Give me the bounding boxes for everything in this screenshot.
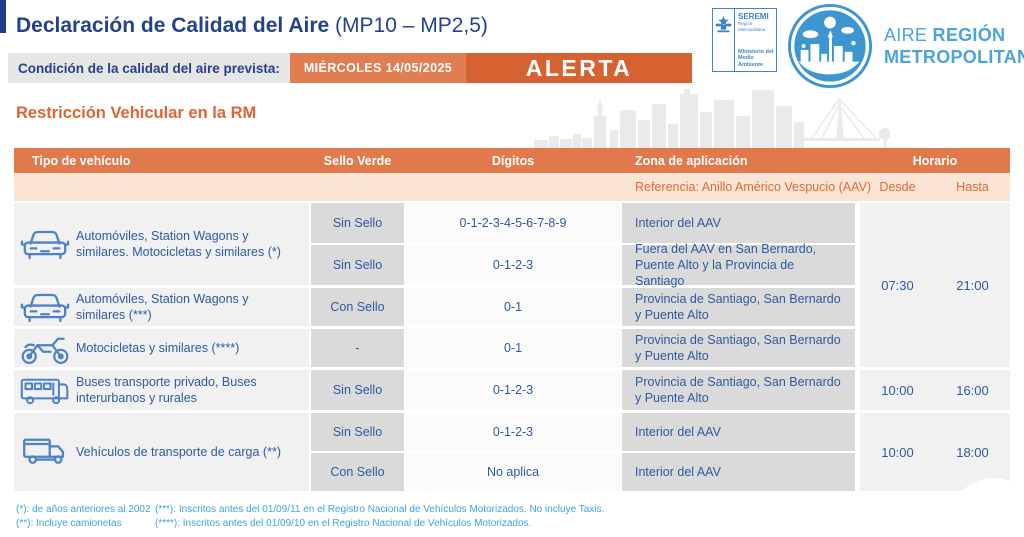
corner-accent-bar	[0, 0, 6, 33]
zona-cell: Provincia de Santiago, San Bernardo y Pu…	[622, 370, 855, 410]
page-title-main: Declaración de Calidad del Aire	[16, 14, 330, 37]
vehicle-type-label: Vehículos de transporte de carga (**)	[76, 445, 281, 459]
digitos-cell: 0-1	[406, 288, 620, 326]
header-hasta: Hasta	[956, 180, 989, 194]
header-horario: Horario	[912, 153, 958, 168]
condition-label: Condición de la calidad del aire previst…	[8, 53, 290, 83]
sello-cell: Con Sello	[311, 453, 404, 491]
seremi-subtitle: Región Metropolitana	[738, 21, 766, 32]
alert-status-badge: ALERTA	[466, 53, 692, 83]
horario-desde: 10:00	[881, 444, 914, 460]
header-tipo: Tipo de vehículo	[32, 153, 131, 168]
truck-icon	[14, 435, 76, 469]
footnote: (***): Inscritos antes del 01/09/11 en e…	[155, 504, 605, 515]
seremi-ministry: Ministerio del Medio Ambiente	[738, 48, 774, 68]
vehicle-type-cell: Vehículos de transporte de carga (**)	[14, 413, 309, 491]
vehicle-type-cell: Buses transporte privado, Buses interurb…	[14, 370, 309, 410]
seremi-name: SEREMI	[738, 12, 769, 21]
motorcycle-icon	[14, 331, 76, 365]
digitos-cell: No aplica	[406, 453, 620, 491]
reference-zone-note: Referencia: Anillo Américo Vespucio (AAV…	[635, 180, 871, 194]
digitos-cell: 0-1	[406, 329, 620, 367]
horario-desde: 10:00	[881, 382, 914, 398]
section-title: Restricción Vehicular en la RM	[16, 104, 257, 122]
horario-cell: 07:30 21:00	[860, 203, 1010, 367]
zona-cell: Interior del AAV	[622, 413, 855, 451]
digitos-cell: 0-1-2-3-4-5-6-7-8-9	[406, 203, 620, 243]
page-title: Declaración de Calidad del Aire (MP10 – …	[16, 14, 488, 38]
vehicle-type-label: Buses transporte privado, Buses interurb…	[76, 375, 257, 405]
horario-hasta: 18:00	[956, 444, 989, 460]
seremi-logo: SEREMI Región Metropolitana Ministerio d…	[712, 8, 777, 72]
horario-hasta: 21:00	[956, 277, 989, 293]
footnote: (**): Incluye camionetas	[16, 518, 122, 529]
horario-cell: 10:00 16:00	[860, 370, 1010, 410]
header-zona: Zona de aplicación	[635, 153, 748, 168]
vehicle-type-cell: Automóviles, Station Wagons y similares …	[14, 288, 309, 326]
seremi-logo-text: SEREMI Región Metropolitana Ministerio d…	[735, 9, 776, 71]
vehicle-type-label: Automóviles, Station Wagons y similares.…	[76, 229, 281, 259]
zona-cell: Provincia de Santiago, San Bernardo y Pu…	[622, 329, 855, 367]
vehicle-type-cell: Motocicletas y similares (****)	[14, 329, 309, 367]
header-desde: Desde	[879, 180, 916, 194]
bus-icon	[14, 373, 76, 407]
sello-cell: Sin Sello	[311, 413, 404, 451]
sello-cell: Con Sello	[311, 288, 404, 326]
footnotes-right: (***): Inscritos antes del 01/09/11 en e…	[155, 503, 604, 531]
footnote: (*): de años anteriores al 2002	[16, 504, 151, 515]
vehicle-type-label: Motocicletas y similares (****)	[76, 341, 240, 355]
city-skyline-watermark	[534, 86, 891, 148]
digitos-cell: 0-1-2-3	[406, 370, 620, 410]
coat-of-arms-icon	[713, 9, 735, 71]
sello-cell: Sin Sello	[311, 370, 404, 410]
digitos-cell: 0-1-2-3	[406, 245, 620, 285]
footnote: (****): Inscritos antes del 01/09/10 en …	[155, 518, 532, 529]
car-icon	[14, 290, 76, 325]
condition-date-badge: MIÉRCOLES 14/05/2025	[290, 53, 466, 83]
sello-cell: Sin Sello	[311, 245, 404, 285]
digitos-cell: 0-1-2-3	[406, 413, 620, 451]
header-digitos: Dígitos	[491, 153, 535, 168]
horario-desde: 07:30	[881, 277, 914, 293]
page-title-suffix: (MP10 – MP2,5)	[335, 14, 488, 37]
restriction-table: Tipo de vehículo Sello Verde Dígitos Zon…	[14, 148, 1010, 491]
aire-rm-logo-text: AIRE REGIÓN METROPOLITANA	[884, 25, 1024, 67]
zona-cell: Fuera del AAV en San Bernardo, Puente Al…	[622, 242, 855, 288]
zona-cell: Interior del AAV	[622, 203, 855, 243]
footnotes-left: (*): de años anteriores al 2002 (**): In…	[16, 503, 151, 531]
reference-row	[14, 173, 1010, 201]
zona-cell: Interior del AAV	[622, 453, 855, 491]
vehicle-type-cell: Automóviles, Station Wagons y similares.…	[14, 203, 309, 285]
sello-cell: Sin Sello	[311, 203, 404, 243]
zona-cell: Provincia de Santiago, San Bernardo y Pu…	[622, 288, 855, 326]
table-header-bar	[14, 148, 1010, 173]
car-icon	[14, 227, 76, 262]
horario-hasta: 16:00	[956, 382, 989, 398]
vehicle-type-label: Automóviles, Station Wagons y similares …	[76, 292, 249, 322]
sello-cell: -	[311, 329, 404, 367]
aire-rm-logo-icon	[787, 3, 873, 89]
header-sello: Sello Verde	[323, 153, 392, 168]
